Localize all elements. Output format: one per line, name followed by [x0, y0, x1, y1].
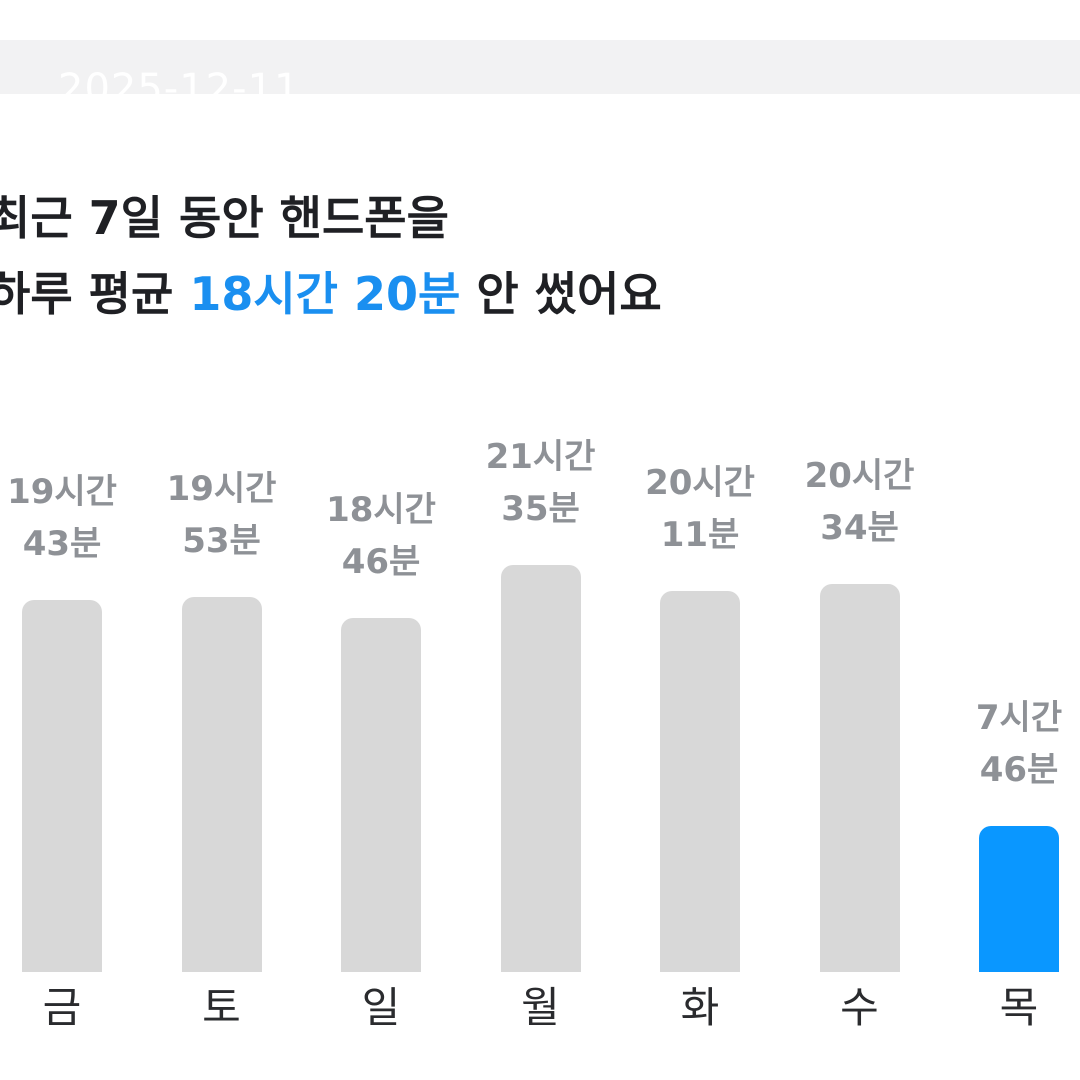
bar-value-label: 7시간 46분	[939, 692, 1080, 796]
value-hours: 20시간	[645, 463, 755, 503]
bar-수	[819, 584, 900, 972]
headline-prefix: 하루 평균	[0, 267, 190, 321]
value-hours: 20시간	[804, 456, 915, 496]
bar-value-label: 21시간 35분	[461, 431, 621, 535]
value-minutes: 53분	[182, 521, 261, 561]
day-label: 수	[840, 983, 879, 1032]
value-hours: 19시간	[166, 469, 277, 509]
bar-value-label: 18시간 46분	[301, 484, 461, 588]
value-minutes: 43분	[22, 524, 102, 564]
date-strip: 2025-12-11	[0, 40, 1080, 94]
day-label: 화	[680, 983, 720, 1032]
value-minutes: 46분	[979, 750, 1059, 790]
value-hours: 19시간	[7, 472, 117, 512]
bar-월	[500, 565, 581, 972]
value-minutes: 34분	[820, 508, 899, 548]
bar-value-label: 19시간 53분	[142, 463, 302, 567]
day-label: 목	[999, 983, 1039, 1032]
day-label: 일	[361, 983, 401, 1032]
value-minutes: 35분	[501, 489, 580, 529]
value-hours: 21시간	[485, 437, 596, 477]
headline-line-1: 최근 7일 동안 핸드폰을	[0, 191, 449, 245]
day-label: 금	[42, 983, 82, 1032]
headline-line-2: 하루 평균 18시간 20분 안 썼어요	[0, 256, 662, 332]
day-label: 토	[202, 983, 241, 1032]
value-minutes: 46분	[341, 542, 421, 582]
bar-금	[22, 600, 102, 972]
date-text: 2025-12-11	[58, 66, 301, 94]
value-minutes: 11분	[660, 515, 740, 555]
bar-value-label: 20시간 34분	[780, 450, 940, 554]
value-hours: 7시간	[975, 698, 1063, 738]
bar-화	[660, 591, 740, 972]
bar-value-label: 20시간 11분	[620, 457, 780, 561]
headline-suffix: 안 썼어요	[460, 267, 662, 321]
bar-value-label: 19시간 43분	[0, 466, 142, 570]
bar-토	[181, 597, 262, 972]
average-time-highlight: 18시간 20분	[189, 267, 461, 321]
summary-headline: 최근 7일 동안 핸드폰을 하루 평균 18시간 20분 안 썼어요	[0, 180, 662, 332]
bar-목	[979, 826, 1059, 972]
bar-일	[341, 618, 421, 972]
day-label: 월	[521, 983, 560, 1032]
value-hours: 18시간	[326, 490, 436, 530]
